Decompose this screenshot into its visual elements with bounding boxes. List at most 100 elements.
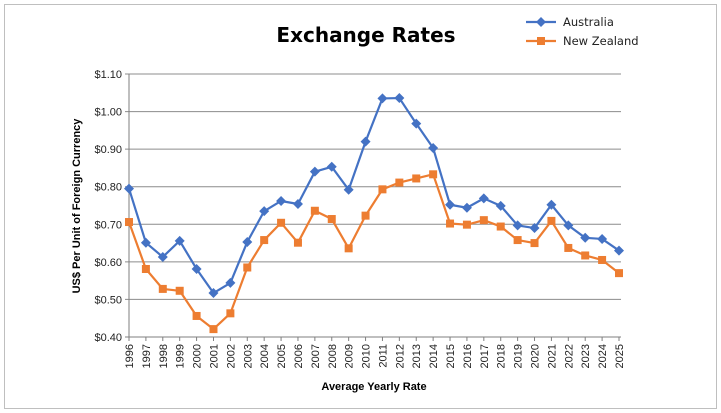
x-tick-label: 2020	[530, 344, 542, 368]
x-tick-label: 2018	[496, 344, 508, 368]
data-point-new-zealand	[361, 211, 370, 220]
y-axis-label: US$ Per Unit of Foreign Currency	[71, 118, 83, 294]
x-tick-label: 2010	[361, 344, 373, 368]
y-tick-label: $0.80	[94, 182, 122, 194]
data-point-new-zealand	[209, 325, 218, 334]
x-tick-label: 2015	[445, 344, 457, 368]
x-tick-label: 2012	[394, 344, 406, 368]
data-point-australia	[428, 143, 439, 154]
x-tick-label: 2007	[310, 344, 322, 368]
x-tick-label: 2021	[546, 344, 558, 368]
data-point-new-zealand	[530, 239, 539, 248]
data-point-australia	[495, 200, 506, 211]
data-point-australia	[124, 183, 134, 194]
data-point-new-zealand	[226, 309, 235, 318]
data-point-new-zealand	[260, 236, 269, 245]
chart-frame	[4, 4, 717, 409]
x-tick-label: 2014	[428, 344, 440, 368]
data-point-australia	[208, 288, 219, 299]
data-point-australia	[580, 232, 591, 243]
x-tick-label: 2008	[327, 344, 339, 368]
x-tick-label: 2003	[242, 344, 254, 368]
x-tick-labels: 1996 1997 1998 1999 2000 2001 2002 2003 2004 2005…	[124, 344, 626, 368]
data-point-new-zealand	[327, 215, 336, 224]
data-point-new-zealand	[547, 216, 556, 225]
x-tick-label: 2000	[192, 344, 204, 368]
x-tick-label: 1999	[175, 344, 187, 368]
legend: Australia New Zealand	[526, 15, 639, 48]
data-point-new-zealand	[243, 263, 252, 272]
data-point-australia	[377, 93, 388, 104]
x-tick-label: 2004	[259, 344, 271, 368]
data-point-australia	[445, 199, 456, 210]
data-point-australia	[140, 237, 151, 248]
data-point-australia	[276, 195, 287, 206]
x-tick-label: 2013	[411, 344, 423, 368]
data-point-australia	[326, 161, 337, 172]
data-point-australia	[309, 166, 320, 177]
data-point-new-zealand	[125, 218, 133, 227]
x-tick-label: 2001	[208, 344, 220, 368]
x-tick-label: 1997	[141, 344, 153, 368]
x-tick-label: 2022	[563, 344, 575, 368]
data-point-australia	[411, 118, 422, 129]
data-point-australia	[174, 235, 185, 246]
x-tick-label: 2017	[479, 344, 491, 368]
series-group	[124, 93, 624, 334]
data-point-new-zealand	[344, 244, 353, 253]
data-point-new-zealand	[310, 206, 319, 215]
data-point-new-zealand	[479, 216, 488, 225]
data-point-australia	[191, 263, 202, 274]
data-point-australia	[394, 93, 405, 104]
data-point-new-zealand	[564, 243, 573, 252]
data-point-new-zealand	[429, 170, 438, 179]
data-point-australia	[157, 251, 168, 262]
data-point-new-zealand	[277, 218, 286, 227]
data-point-new-zealand	[395, 178, 404, 187]
series-new-zealand	[125, 170, 623, 334]
data-point-new-zealand	[446, 219, 455, 228]
y-tick-label: $0.50	[94, 294, 122, 306]
data-point-australia	[242, 236, 253, 247]
y-tick-label: $0.40	[94, 332, 122, 344]
x-tick-label: 2006	[293, 344, 305, 368]
data-point-australia	[597, 233, 608, 244]
diamond-marker-icon	[536, 17, 546, 27]
data-point-australia	[512, 220, 523, 231]
legend-item-new-zealand: New Zealand	[526, 34, 639, 48]
y-tick-labels: $0.40 $0.50 $0.60 $0.70 $0.80 $0.90 $1.00 $1.10	[94, 69, 122, 344]
x-tick-label: 2016	[462, 344, 474, 368]
legend-label-new-zealand: New Zealand	[563, 34, 639, 48]
data-point-australia	[461, 202, 472, 213]
data-point-australia	[546, 199, 557, 210]
data-point-new-zealand	[615, 269, 623, 278]
series-australia	[124, 93, 624, 299]
y-tick-label: $0.90	[94, 144, 122, 156]
data-point-australia	[225, 277, 236, 288]
y-tick-label: $0.60	[94, 257, 122, 269]
data-point-australia	[614, 245, 624, 256]
data-point-new-zealand	[175, 286, 184, 295]
data-point-australia	[529, 223, 540, 234]
data-point-new-zealand	[462, 220, 471, 229]
data-point-australia	[343, 184, 354, 195]
x-tick-label: 2002	[225, 344, 237, 368]
square-marker-icon	[537, 37, 545, 45]
data-point-new-zealand	[293, 238, 302, 247]
data-point-australia	[292, 198, 303, 209]
legend-label-australia: Australia	[563, 15, 614, 29]
data-point-new-zealand	[158, 284, 167, 293]
x-tick-label: 2025	[614, 344, 626, 368]
x-tick-label: 2024	[597, 344, 609, 368]
y-tick-label: $0.70	[94, 219, 122, 231]
x-tick-label: 1996	[124, 344, 136, 368]
x-tick-label: 2023	[580, 344, 592, 368]
legend-item-australia: Australia	[526, 15, 614, 29]
data-point-new-zealand	[581, 251, 590, 260]
data-point-australia	[478, 193, 489, 204]
x-tick-label: 2005	[276, 344, 288, 368]
data-point-new-zealand	[412, 174, 421, 183]
y-tick-label: $1.00	[94, 107, 122, 119]
data-point-new-zealand	[192, 311, 201, 320]
